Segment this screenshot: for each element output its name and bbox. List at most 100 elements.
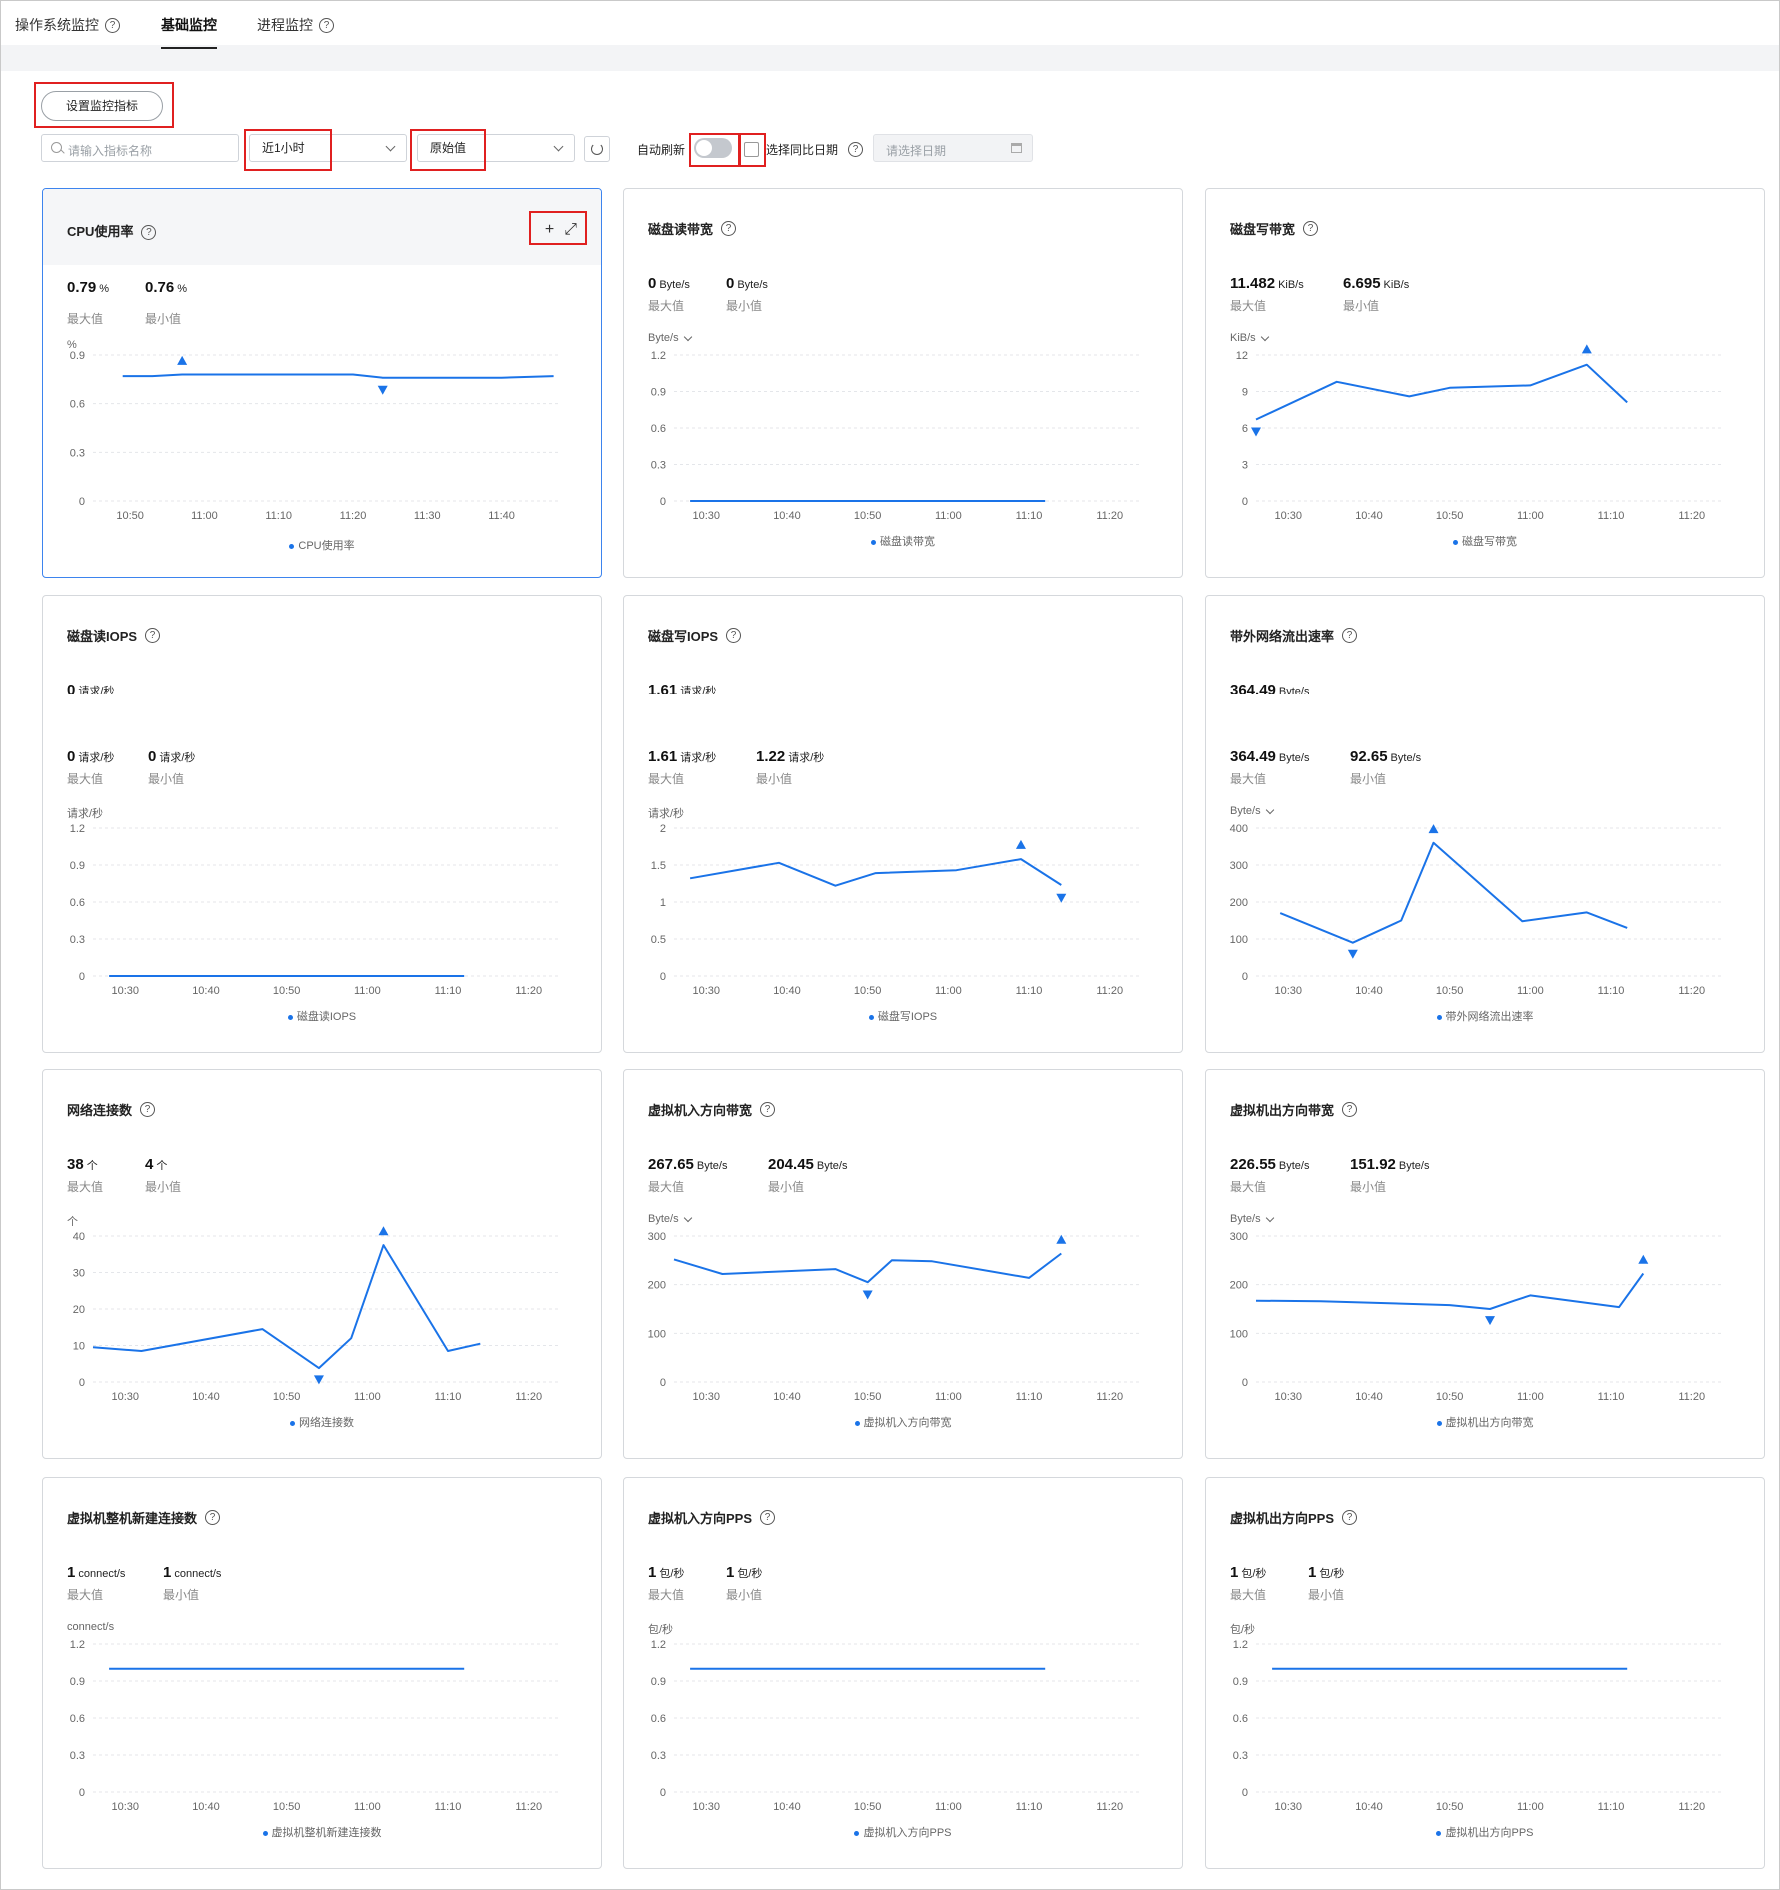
help-icon[interactable]: ?: [140, 1102, 156, 1117]
y-tick-label: 0: [660, 1377, 666, 1389]
chart-legend[interactable]: 虚拟机入方向带宽: [624, 1414, 1182, 1430]
auto-refresh-toggle[interactable]: [694, 138, 732, 158]
stat-line: 38 个: [67, 1156, 103, 1174]
x-tick-label: 10:40: [773, 985, 801, 997]
help-icon[interactable]: ?: [141, 224, 157, 240]
stat-line: 1 包/秒: [726, 1564, 762, 1582]
stat-line: 267.65 Byte/s: [648, 1156, 727, 1174]
chart-legend[interactable]: 虚拟机入方向PPS: [624, 1824, 1182, 1840]
tab-process-monitoring[interactable]: 进程监控 ?: [257, 15, 334, 35]
help-icon[interactable]: ?: [145, 628, 161, 643]
help-icon[interactable]: ?: [760, 1510, 776, 1525]
help-icon[interactable]: ?: [105, 17, 120, 33]
tab-os-monitoring[interactable]: 操作系统监控 ?: [15, 15, 120, 35]
help-icon[interactable]: ?: [1342, 628, 1358, 643]
chart-card[interactable]: 磁盘读IOPS? 0 请求/秒 0 请求/秒 最大值 0 请求/秒 最小值 请求/秒 1.2 0.9 0…: [42, 595, 602, 1053]
help-icon[interactable]: ?: [848, 142, 863, 157]
stat-min-value: 1: [1308, 1564, 1317, 1581]
help-icon[interactable]: ?: [1342, 1102, 1358, 1117]
x-tick-label: 11:00: [935, 510, 962, 522]
help-icon[interactable]: ?: [319, 17, 334, 33]
stat-line: 6.695 KiB/s: [1343, 275, 1409, 293]
value-mode-select[interactable]: 原始值: [417, 134, 575, 162]
y-tick-label: 0: [1242, 971, 1248, 983]
stat-unit: Byte/s: [1278, 752, 1310, 764]
chart-legend[interactable]: 虚拟机出方向PPS: [1206, 1824, 1764, 1840]
compare-date-checkbox[interactable]: [744, 142, 759, 157]
stat-min-label: 最小值: [1343, 299, 1380, 313]
chart-title-text: 网络连接数: [67, 1103, 133, 1118]
chart-card[interactable]: 网络连接数? 38 个最大值 4 个最小值个 40 30 20 10 0 10:30 10:40 10:…: [42, 1069, 602, 1459]
stat-max-label: 最大值: [1230, 1180, 1267, 1194]
chart-legend[interactable]: 虚拟机整机新建连接数: [43, 1824, 601, 1840]
date-picker[interactable]: 请选择日期: [873, 134, 1033, 162]
time-range-select[interactable]: 近1小时: [249, 134, 407, 162]
expand-icon[interactable]: ⤢: [564, 221, 577, 238]
y-axis-unit[interactable]: KiB/s: [1230, 332, 1269, 344]
chart-legend[interactable]: 磁盘读带宽: [624, 533, 1182, 549]
chart-legend[interactable]: 磁盘写IOPS: [624, 1008, 1182, 1024]
chart-card[interactable]: 虚拟机出方向带宽? 226.55 Byte/s 最大值 151.92 Byte/s 最小值 B…: [1205, 1069, 1765, 1459]
max-marker: [1638, 1254, 1649, 1264]
stat-max: 0.79% 最大值: [67, 275, 109, 332]
chart-card[interactable]: 虚拟机入方向带宽? 267.65 Byte/s 最大值 204.45 Byte/s 最小值 B…: [623, 1069, 1183, 1459]
x-tick-label: 10:40: [192, 985, 220, 997]
y-axis-unit[interactable]: Byte/s: [648, 1213, 692, 1225]
card-actions: + ⤢: [545, 217, 577, 243]
chart-card[interactable]: 磁盘读带宽? 0 Byte/s 最大值 0 Byte/s 最小值 Byte/s 1.2 0.9 0.…: [623, 188, 1183, 578]
set-metrics-button[interactable]: 设置监控指标: [41, 91, 163, 121]
chart-legend[interactable]: 磁盘写带宽: [1206, 533, 1764, 549]
chart-card[interactable]: CPU使用率? + ⤢ 0.79% 最大值 0.76% 最小值% 0.9 0.6 0.3 0 10:5…: [42, 188, 602, 578]
add-icon[interactable]: +: [544, 221, 555, 238]
legend-label: 磁盘写带宽: [1462, 536, 1517, 548]
stat-min-label: 最小值: [1308, 1588, 1345, 1602]
chart-legend[interactable]: 网络连接数: [43, 1414, 601, 1430]
y-axis-unit[interactable]: Byte/s: [1230, 1213, 1274, 1225]
y-axis-unit-label: Byte/s: [1230, 805, 1261, 817]
y-axis-unit[interactable]: Byte/s: [1230, 805, 1274, 817]
chart-card[interactable]: 虚拟机出方向PPS? 1 包/秒 最大值 1 包/秒 最小值 包/秒 1.2 0.9 0.6 0.3 0…: [1205, 1477, 1765, 1869]
chart-card[interactable]: 带外网络流出速率? 364.49 Byte/s 364.49 Byte/s 最大值 92.6…: [1205, 595, 1765, 1053]
stat-unit: 包/秒: [1319, 1568, 1345, 1580]
stat-line: 0 请求/秒: [148, 748, 195, 766]
tab-basic-monitoring[interactable]: 基础监控: [161, 15, 217, 49]
stat-max-value: 267.65: [648, 1156, 694, 1173]
min-marker: [1347, 949, 1358, 959]
series-line: [1255, 363, 1628, 421]
help-icon[interactable]: ?: [1303, 221, 1319, 236]
help-icon[interactable]: ?: [1342, 1510, 1358, 1525]
stat-max: 0 请求/秒 最大值: [67, 748, 114, 787]
y-axis-unit-label: Byte/s: [648, 1213, 679, 1225]
stat-max-label: 最大值: [67, 1588, 104, 1602]
stat-min: 1 connect/s 最小值: [163, 1564, 221, 1603]
x-tick-label: 10:30: [693, 985, 721, 997]
x-tick-label: 10:40: [1355, 1801, 1383, 1813]
x-tick-label: 11:10: [1598, 1801, 1625, 1813]
help-icon[interactable]: ?: [205, 1510, 221, 1525]
chart-legend[interactable]: 带外网络流出速率: [1206, 1008, 1764, 1024]
chart-card[interactable]: 磁盘写IOPS? 1.61 请求/秒 1.61 请求/秒 最大值 1.22 请求/秒 最小值 请求…: [623, 595, 1183, 1053]
legend-label: 虚拟机整机新建连接数: [271, 1827, 382, 1839]
y-tick-label: 300: [648, 1231, 666, 1243]
stat-min-label: 最小值: [145, 312, 182, 326]
chart-legend[interactable]: CPU使用率: [43, 533, 601, 559]
x-tick-label: 10:40: [773, 510, 801, 522]
help-icon[interactable]: ?: [760, 1102, 776, 1117]
stat-max-value: 1: [648, 1564, 657, 1581]
y-tick-label: 0: [79, 1787, 85, 1799]
chart-legend[interactable]: 磁盘读IOPS: [43, 1008, 601, 1024]
help-icon[interactable]: ?: [721, 221, 737, 236]
x-tick-label: 10:40: [1355, 1391, 1383, 1403]
legend-dot: [290, 1420, 295, 1426]
chart-card[interactable]: 虚拟机整机新建连接数? 1 connect/s 最大值 1 connect/s 最小值 con…: [42, 1477, 602, 1869]
help-icon[interactable]: ?: [726, 628, 742, 643]
metric-search-input[interactable]: 请输入指标名称: [41, 134, 239, 162]
stat-unit: 个: [86, 1160, 98, 1172]
y-axis-unit[interactable]: Byte/s: [648, 332, 692, 344]
refresh-button[interactable]: [584, 136, 610, 162]
x-tick-label: 10:40: [1355, 985, 1383, 997]
chart-card[interactable]: 虚拟机入方向PPS? 1 包/秒 最大值 1 包/秒 最小值 包/秒 1.2 0.9 0.6 0.3 0…: [623, 1477, 1183, 1869]
x-tick-label: 10:50: [273, 1801, 301, 1813]
chart-legend[interactable]: 虚拟机出方向带宽: [1206, 1414, 1764, 1430]
chart-card[interactable]: 磁盘写带宽? 11.482 KiB/s 最大值 6.695 KiB/s 最小值 KiB/s 12…: [1205, 188, 1765, 578]
